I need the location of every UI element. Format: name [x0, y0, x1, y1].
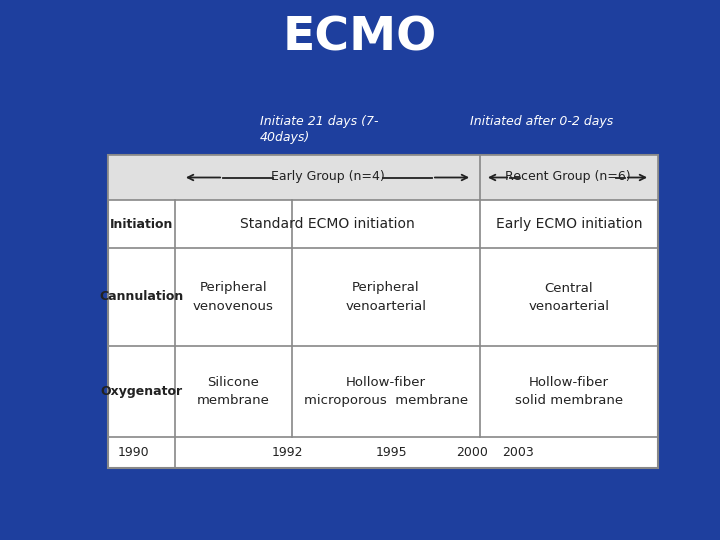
Text: Early ECMO initiation: Early ECMO initiation [496, 217, 642, 231]
Bar [108, 155, 658, 468]
Text: Cannulation: Cannulation [99, 291, 184, 303]
Text: Initiated after 0-2 days: Initiated after 0-2 days [470, 115, 613, 128]
Text: Peripheral
venovenous: Peripheral venovenous [193, 281, 274, 313]
Text: ECMO: ECMO [283, 16, 437, 60]
Text: 1992: 1992 [271, 446, 302, 459]
Text: Central
venoarterial: Central venoarterial [528, 281, 610, 313]
Bar [108, 155, 658, 200]
Text: Hollow-fiber
microporous  membrane: Hollow-fiber microporous membrane [304, 376, 468, 407]
Text: Oxygenator: Oxygenator [100, 385, 183, 398]
Text: Peripheral
venoarterial: Peripheral venoarterial [346, 281, 426, 313]
Text: Initiate 21 days (7-
40days): Initiate 21 days (7- 40days) [260, 115, 379, 144]
Text: Initiation: Initiation [110, 218, 174, 231]
Text: 2003: 2003 [502, 446, 534, 459]
Text: Early Group (n=4): Early Group (n=4) [271, 170, 384, 183]
Text: 2000: 2000 [456, 446, 488, 459]
Text: Hollow-fiber
solid membrane: Hollow-fiber solid membrane [515, 376, 623, 407]
Text: 1995: 1995 [375, 446, 407, 459]
Text: Silicone
membrane: Silicone membrane [197, 376, 270, 407]
Text: Recent Group (n=6): Recent Group (n=6) [505, 170, 630, 183]
Text: 1990: 1990 [117, 446, 149, 459]
Text: Standard ECMO initiation: Standard ECMO initiation [240, 217, 415, 231]
